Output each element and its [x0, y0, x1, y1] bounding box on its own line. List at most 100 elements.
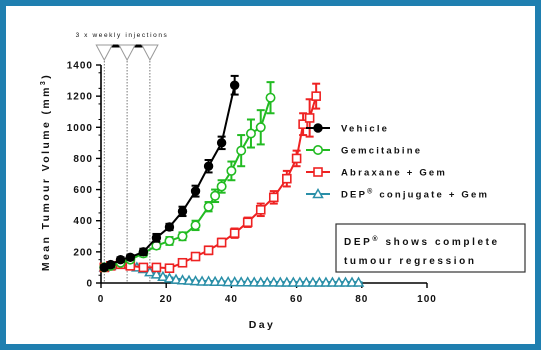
y-axis-title: Mean Tumour Volume (mm3) [40, 73, 52, 271]
data-point [125, 252, 136, 263]
data-point [164, 235, 175, 246]
legend-label-prefix: DEP [341, 190, 367, 201]
data-point [254, 276, 267, 287]
data-point [196, 275, 208, 286]
injection-arrow-icon [95, 44, 114, 62]
data-point [261, 276, 274, 287]
x-tick-label: 20 [160, 294, 173, 305]
data-point [326, 276, 339, 287]
data-point [203, 161, 214, 171]
data-point [298, 119, 308, 129]
data-point [255, 122, 266, 133]
data-point [294, 276, 306, 287]
data-point [183, 274, 195, 285]
data-point [248, 276, 261, 287]
data-point [304, 113, 315, 123]
annotation-registered-mark: ® [372, 235, 380, 243]
data-point [176, 274, 189, 285]
data-point [229, 80, 240, 90]
y-tick-label: 1400 [67, 61, 93, 72]
legend-marker [313, 123, 323, 133]
data-point [151, 262, 162, 273]
data-point [255, 205, 266, 215]
data-point [235, 276, 247, 287]
injection-schedule: 3 x weekly injections [76, 32, 169, 283]
legend-item: Abraxane + Gem [306, 167, 447, 179]
y-tick-label: 0 [86, 279, 93, 290]
data-point [216, 181, 227, 192]
data-point [300, 276, 313, 287]
legend-label: Gemcitabine [341, 146, 422, 157]
data-point [282, 173, 292, 184]
y-tick-label: 200 [73, 247, 93, 258]
y-axis-title-superscript: 3 [40, 79, 47, 85]
data-point [202, 275, 215, 286]
legend-marker [313, 167, 323, 177]
data-point [163, 272, 176, 283]
data-point [311, 91, 321, 101]
data-point [281, 276, 293, 287]
data-point [115, 254, 126, 265]
data-point [339, 276, 352, 287]
tumour-volume-chart: 3 x weekly injections 0 20 40 60 80 100020040… [40, 32, 526, 331]
data-point [190, 186, 201, 196]
data-point [216, 237, 227, 248]
data-point [106, 259, 116, 270]
injection-arrow-icon [118, 44, 136, 62]
data-point [189, 275, 202, 286]
data-point [177, 206, 188, 217]
x-tick-label: 40 [225, 294, 238, 305]
legend-label: DEP® conjugate + Gem [341, 188, 489, 201]
data-point [210, 190, 221, 201]
y-tick-label: 1000 [67, 123, 93, 134]
data-point [241, 276, 254, 287]
data-point [242, 217, 253, 228]
series-abraxane-gem [99, 82, 321, 274]
data-point [150, 268, 163, 279]
data-point [333, 276, 345, 287]
data-point [209, 275, 221, 287]
legend-registered-mark: ® [367, 188, 374, 196]
legend-label: Abraxane + Gem [341, 168, 447, 179]
data-point [291, 153, 302, 164]
legend-item: DEP® conjugate + Gem [306, 187, 489, 201]
legend-item: Gemcitabine [306, 145, 422, 157]
data-point [157, 270, 169, 282]
data-point [226, 165, 237, 176]
data-point [236, 145, 247, 156]
annotation-dep: DEP [344, 237, 372, 248]
y-axis-title-close: ) [40, 73, 52, 79]
annotation-line-1-rest: shows complete [380, 237, 500, 248]
data-point [215, 275, 228, 287]
data-point [268, 192, 279, 203]
legend-label-suffix: conjugate + Gem [375, 190, 490, 201]
x-tick-label: 60 [290, 294, 303, 305]
series-line [104, 97, 272, 269]
x-axis-title: Day [249, 319, 275, 331]
x-tick-label: 100 [417, 294, 437, 305]
data-point [164, 222, 175, 232]
y-axis-title-main: Mean Tumour Volume (mm [40, 85, 52, 271]
annotation-box [335, 223, 526, 273]
x-tick-label: 0 [98, 294, 105, 305]
legend-marker [312, 187, 324, 199]
legend: Vehicle Gemcitabine Abraxane + Gem DEP® con… [306, 123, 489, 201]
data-point [203, 201, 214, 212]
data-point [164, 263, 175, 274]
data-point [177, 231, 188, 242]
legend-marker [312, 145, 323, 156]
y-tick-label: 400 [73, 216, 93, 227]
series-gemcitabine [99, 81, 276, 273]
data-point [138, 262, 149, 273]
data-point [313, 276, 326, 287]
data-point [287, 276, 300, 287]
data-point [216, 138, 227, 148]
data-point [245, 128, 256, 139]
data-point [265, 92, 276, 103]
series-vehicle [99, 74, 240, 273]
injection-label: 3 x weekly injections [76, 32, 169, 39]
x-tick-label: 80 [355, 294, 368, 305]
data-point [190, 220, 201, 231]
data-point [267, 276, 280, 287]
